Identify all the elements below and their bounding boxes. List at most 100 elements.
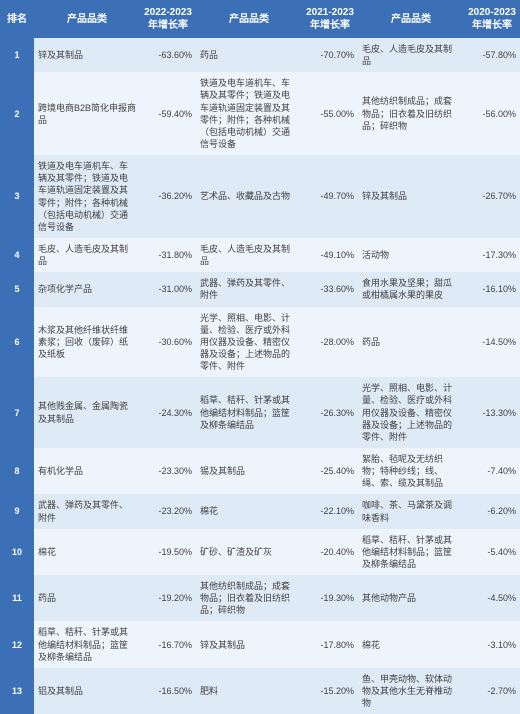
rate-cell: -26.30%	[302, 377, 358, 448]
rate-cell: -4.50%	[464, 575, 520, 621]
table-row: 8有机化学品-23.30%锡及其制品-25.40%絮胎、毡呢及无纺织物；特种纱线…	[0, 448, 520, 494]
rate-cell: -20.40%	[302, 529, 358, 575]
rate-cell: -36.20%	[140, 155, 196, 238]
rate-cell: -19.50%	[140, 529, 196, 575]
category-cell: 杂项化学产品	[34, 272, 140, 306]
table-row: 3铁道及电车道机车、车辆及其零件；铁道及电车道轨道固定装置及其零件；附件；各种机…	[0, 155, 520, 238]
table-row: 7其他贱金属、金属陶瓷及其制品-24.30%稻草、秸秆、针茅或其他编结材料制品；…	[0, 377, 520, 448]
table-row: 11药品-19.20%其他纺织制成品；成套物品；旧衣着及旧纺织品；碎织物-19.…	[0, 575, 520, 621]
category-cell: 咖啡、茶、马黛茶及调味香料	[358, 494, 464, 528]
category-cell: 锌及其制品	[358, 155, 464, 238]
category-cell: 稻草、秸秆、针茅或其他编结材料制品；篮筐及柳条编结品	[196, 377, 302, 448]
rate-cell: -5.40%	[464, 529, 520, 575]
category-cell: 铁道及电车道机车、车辆及其零件；铁道及电车道轨道固定装置及其零件；附件；各种机械…	[196, 72, 302, 155]
rank-cell: 2	[0, 72, 34, 155]
rank-cell: 10	[0, 529, 34, 575]
rate-cell: -26.70%	[464, 155, 520, 238]
category-cell: 其他动物产品	[358, 575, 464, 621]
header-rate3: 2020-2023年增长率	[464, 0, 520, 38]
table-row: 1锌及其制品-63.60%药品-70.70%毛皮、人造毛皮及其制品-57.80%	[0, 38, 520, 72]
category-cell: 光学、照相、电影、计量、检验、医疗或外科用仪器及设备、精密仪器及设备；上述物品的…	[358, 377, 464, 448]
category-cell: 肥料	[196, 668, 302, 714]
rate-cell: -16.70%	[140, 621, 196, 667]
rate-cell: -14.50%	[464, 307, 520, 378]
header-rate1: 2022-2023年增长率	[140, 0, 196, 38]
rate-cell: -2.70%	[464, 668, 520, 714]
category-cell: 艺术品、收藏品及古物	[196, 155, 302, 238]
rate-cell: -63.60%	[140, 38, 196, 72]
rate-cell: -16.50%	[140, 668, 196, 714]
rank-cell: 13	[0, 668, 34, 714]
category-cell: 跨境电商B2B简化申报商品	[34, 72, 140, 155]
rate-cell: -56.00%	[464, 72, 520, 155]
rate-cell: -19.30%	[302, 575, 358, 621]
category-cell: 铁道及电车道机车、车辆及其零件；铁道及电车道轨道固定装置及其零件；附件；各种机械…	[34, 155, 140, 238]
rank-cell: 1	[0, 38, 34, 72]
rate-cell: -16.10%	[464, 272, 520, 306]
category-cell: 活动物	[358, 238, 464, 272]
rate-cell: -13.30%	[464, 377, 520, 448]
table-row: 4毛皮、人造毛皮及其制品-31.80%毛皮、人造毛皮及其制品-49.10%活动物…	[0, 238, 520, 272]
rate-cell: -24.30%	[140, 377, 196, 448]
rate-cell: -17.80%	[302, 621, 358, 667]
header-rate2: 2021-2023年增长率	[302, 0, 358, 38]
category-cell: 武器、弹药及其零件、附件	[196, 272, 302, 306]
header-cat1: 产品品类	[34, 0, 140, 38]
rate-cell: -33.60%	[302, 272, 358, 306]
category-cell: 毛皮、人造毛皮及其制品	[358, 38, 464, 72]
rate-cell: -22.10%	[302, 494, 358, 528]
table-row: 5杂项化学产品-31.00%武器、弹药及其零件、附件-33.60%食用水果及坚果…	[0, 272, 520, 306]
rate-cell: -15.20%	[302, 668, 358, 714]
category-cell: 絮胎、毡呢及无纺织物；特种纱线；线、绳、索、缆及其制品	[358, 448, 464, 494]
table-body: 1锌及其制品-63.60%药品-70.70%毛皮、人造毛皮及其制品-57.80%…	[0, 38, 520, 714]
category-cell: 矿砂、矿渣及矿灰	[196, 529, 302, 575]
rate-cell: -3.10%	[464, 621, 520, 667]
category-cell: 铝及其制品	[34, 668, 140, 714]
category-cell: 稻草、秸秆、针茅或其他编结材料制品；篮筐及柳条编结品	[34, 621, 140, 667]
table-row: 10棉花-19.50%矿砂、矿渣及矿灰-20.40%稻草、秸秆、针茅或其他编结材…	[0, 529, 520, 575]
rate-cell: -7.40%	[464, 448, 520, 494]
category-cell: 其他纺织制成品；成套物品；旧衣着及旧纺织品；碎织物	[196, 575, 302, 621]
rate-cell: -59.40%	[140, 72, 196, 155]
rate-cell: -31.00%	[140, 272, 196, 306]
table-row: 13铝及其制品-16.50%肥料-15.20%鱼、甲壳动物、软体动物及其他水生无…	[0, 668, 520, 714]
rate-cell: -28.00%	[302, 307, 358, 378]
category-cell: 锌及其制品	[196, 621, 302, 667]
rate-cell: -23.30%	[140, 448, 196, 494]
category-cell: 毛皮、人造毛皮及其制品	[34, 238, 140, 272]
rate-cell: -6.20%	[464, 494, 520, 528]
table-row: 6木浆及其他纤维状纤维素浆；回收（废碎）纸及纸板-30.60%光学、照相、电影、…	[0, 307, 520, 378]
rate-cell: -23.20%	[140, 494, 196, 528]
category-cell: 有机化学品	[34, 448, 140, 494]
rate-cell: -55.00%	[302, 72, 358, 155]
rate-cell: -17.30%	[464, 238, 520, 272]
category-cell: 药品	[358, 307, 464, 378]
category-cell: 稻草、秸秆、针茅或其他编结材料制品；篮筐及柳条编结品	[358, 529, 464, 575]
table-row: 12稻草、秸秆、针茅或其他编结材料制品；篮筐及柳条编结品-16.70%锌及其制品…	[0, 621, 520, 667]
header-rank: 排名	[0, 0, 34, 38]
category-cell: 毛皮、人造毛皮及其制品	[196, 238, 302, 272]
rank-cell: 8	[0, 448, 34, 494]
rank-cell: 9	[0, 494, 34, 528]
category-cell: 棉花	[34, 529, 140, 575]
rank-cell: 4	[0, 238, 34, 272]
rate-cell: -49.10%	[302, 238, 358, 272]
category-cell: 棉花	[196, 494, 302, 528]
rate-cell: -57.80%	[464, 38, 520, 72]
rank-cell: 12	[0, 621, 34, 667]
rate-cell: -70.70%	[302, 38, 358, 72]
category-cell: 武器、弹药及其零件、附件	[34, 494, 140, 528]
category-cell: 锡及其制品	[196, 448, 302, 494]
rank-cell: 7	[0, 377, 34, 448]
rate-cell: -19.20%	[140, 575, 196, 621]
rank-cell: 3	[0, 155, 34, 238]
category-cell: 其他纺织制成品；成套物品；旧衣着及旧纺织品；碎织物	[358, 72, 464, 155]
category-cell: 鱼、甲壳动物、软体动物及其他水生无脊椎动物	[358, 668, 464, 714]
category-cell: 棉花	[358, 621, 464, 667]
header-cat3: 产品品类	[358, 0, 464, 38]
rate-cell: -30.60%	[140, 307, 196, 378]
growth-rate-table: 排名 产品品类 2022-2023年增长率 产品品类 2021-2023年增长率…	[0, 0, 520, 714]
rank-cell: 5	[0, 272, 34, 306]
category-cell: 食用水果及坚果；甜瓜或柑橘属水果的果皮	[358, 272, 464, 306]
rate-cell: -25.40%	[302, 448, 358, 494]
